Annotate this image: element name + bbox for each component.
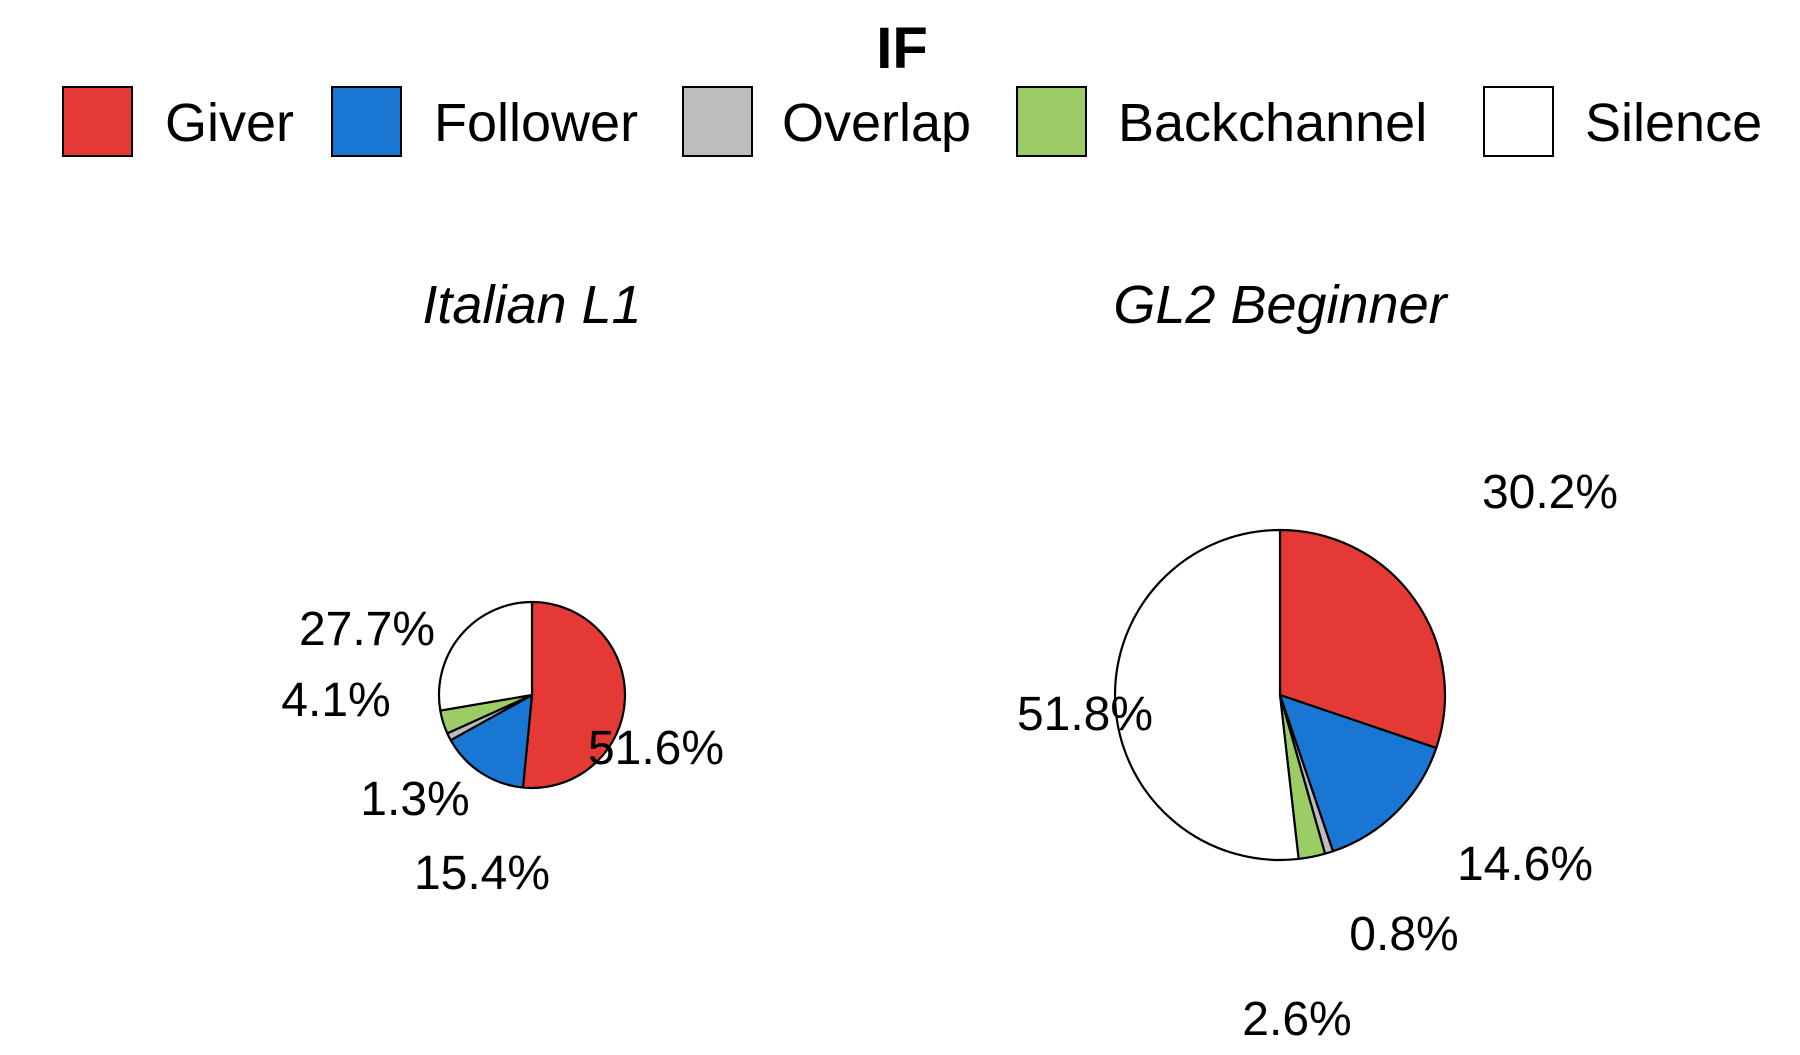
legend-item-silence: Silence [1483, 86, 1762, 157]
legend-item-giver: Giver [62, 86, 294, 157]
slice-label-gl2-beginner-backchannel: 2.6% [1242, 993, 1351, 1046]
slice-label-italian-l1-overlap: 1.3% [360, 773, 469, 826]
pie-gl2-beginner [1113, 528, 1447, 862]
legend-item-backchannel: Backchannel [1016, 86, 1427, 157]
legend-item-follower: Follower [331, 86, 638, 157]
slice-label-italian-l1-follower: 15.4% [414, 847, 550, 900]
legend-swatch-giver [62, 86, 133, 157]
legend-label-follower: Follower [434, 93, 638, 153]
slice-label-gl2-beginner-follower: 14.6% [1457, 838, 1593, 891]
legend-swatch-follower [331, 86, 402, 157]
pie-slice-gl2-beginner-giver [1278, 528, 1447, 750]
legend: Giver Follower Overlap Backchannel Silence [62, 86, 1762, 157]
pie-slice-italian-l1-follower [449, 693, 534, 789]
pie-slice-gl2-beginner-follower [1278, 693, 1438, 853]
legend-swatch-silence [1483, 86, 1554, 157]
slice-label-italian-l1-backchannel: 4.1% [281, 674, 390, 727]
pie-slice-gl2-beginner-silence [1113, 528, 1300, 862]
legend-label-giver: Giver [165, 93, 294, 153]
slice-labels: 51.6% 15.4% 1.3% 4.1% 27.7% 30.2% 14.6% 0.8% 2.6… [281, 466, 1618, 1046]
legend-label-silence: Silence [1585, 93, 1762, 153]
legend-label-backchannel: Backchannel [1118, 93, 1427, 153]
slice-label-gl2-beginner-silence: 51.8% [1017, 688, 1153, 741]
legend-item-overlap: Overlap [682, 86, 971, 157]
legend-label-overlap: Overlap [782, 93, 971, 153]
pie-slice-italian-l1-giver [521, 600, 627, 790]
slice-label-italian-l1-silence: 27.7% [299, 603, 435, 656]
legend-swatch-backchannel [1016, 86, 1087, 157]
pie-slice-italian-l1-silence [437, 600, 534, 712]
panel-title-italian-l1: Italian L1 [422, 275, 641, 335]
legend-swatch-overlap [682, 86, 753, 157]
slice-label-italian-l1-giver: 51.6% [588, 722, 724, 775]
slice-label-gl2-beginner-giver: 30.2% [1482, 466, 1618, 519]
slice-label-gl2-beginner-overlap: 0.8% [1349, 908, 1458, 961]
panel-title-gl2-beginner: GL2 Beginner [1113, 275, 1448, 335]
chart-title: IF [876, 16, 928, 81]
pie-italian-l1 [437, 600, 627, 790]
